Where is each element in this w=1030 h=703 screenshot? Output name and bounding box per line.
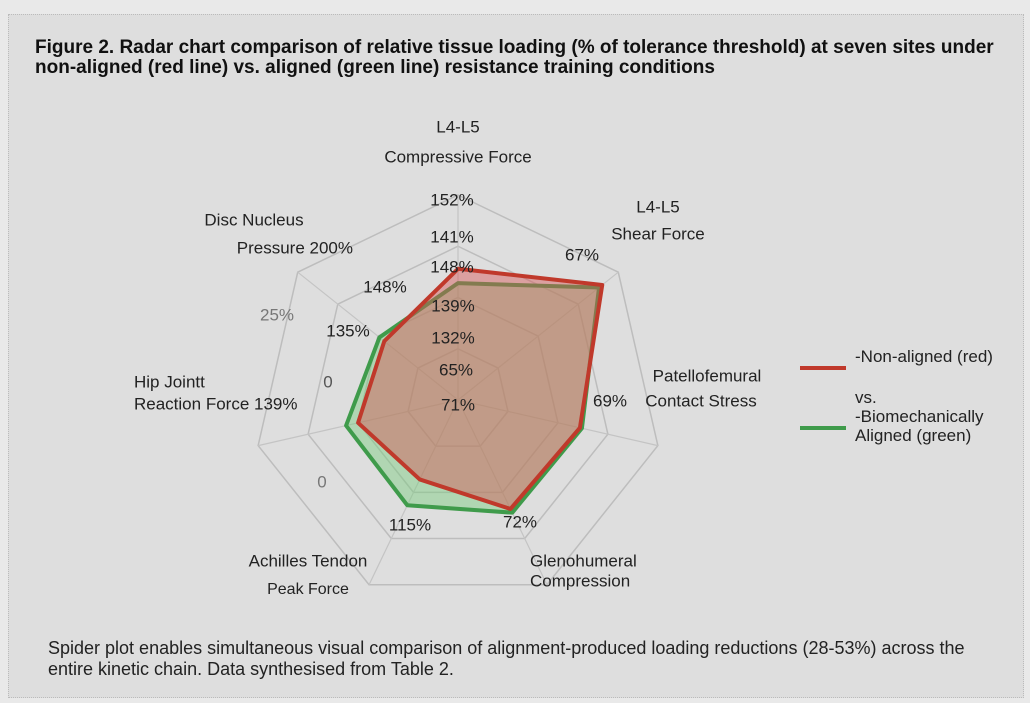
- legend-label: -Biomechanically Aligned (green): [855, 407, 984, 445]
- annotation: 0: [323, 372, 332, 391]
- axis-label: Contact Stress: [645, 391, 757, 410]
- annotation: 25%: [260, 305, 294, 324]
- grid-ring: [257, 194, 659, 586]
- annotation: 72%: [503, 512, 537, 531]
- axis-label: Pressure 200%: [237, 238, 353, 257]
- spoke: [457, 399, 548, 585]
- axis-label: L4-L5: [436, 117, 479, 136]
- grid-ring: [407, 347, 509, 447]
- annotation: 148%: [363, 277, 406, 296]
- spoke: [368, 399, 459, 585]
- caption: Spider plot enables simultaneous visual …: [48, 638, 965, 679]
- axis-label: L4-L5: [636, 197, 679, 216]
- axis-label: Peak Force: [267, 581, 349, 598]
- series-area: [356, 266, 605, 511]
- grid-ring: [307, 245, 609, 540]
- annotation: 152%: [430, 190, 473, 209]
- axis-label: Achilles Tendon: [249, 551, 368, 570]
- spoke: [457, 271, 619, 401]
- annotation: 135%: [326, 321, 369, 340]
- annotation: 71%: [441, 395, 475, 414]
- annotation: 115%: [389, 515, 431, 534]
- axis-label: Compressive Force: [384, 147, 531, 166]
- axis-label: Hip Jointt: [134, 372, 205, 391]
- spoke: [457, 399, 658, 447]
- axis-label: Patellofemural: [653, 366, 762, 385]
- annotation: 0: [317, 472, 326, 491]
- axis-label: Disc Nucleus: [204, 210, 303, 229]
- spoke: [297, 271, 459, 401]
- axis-label: Reaction Force 139%: [134, 394, 297, 413]
- chart-title: Figure 2. Radar chart comparison of rela…: [35, 37, 994, 78]
- legend-separator: vs.: [855, 388, 877, 407]
- annotation: 69%: [593, 391, 627, 410]
- axis-label: Glenohumeral: [530, 551, 637, 570]
- legend-label: -Non-aligned (red): [855, 347, 993, 366]
- annotation: 65%: [439, 360, 473, 379]
- annotation: 148%: [430, 257, 473, 276]
- axis-label: Compression: [530, 571, 630, 590]
- annotation: 139%: [431, 296, 474, 315]
- annotation: 141%: [430, 227, 473, 246]
- axis-label: Shear Force: [611, 224, 705, 243]
- annotation: 132%: [431, 328, 474, 347]
- annotation: 67%: [565, 245, 599, 264]
